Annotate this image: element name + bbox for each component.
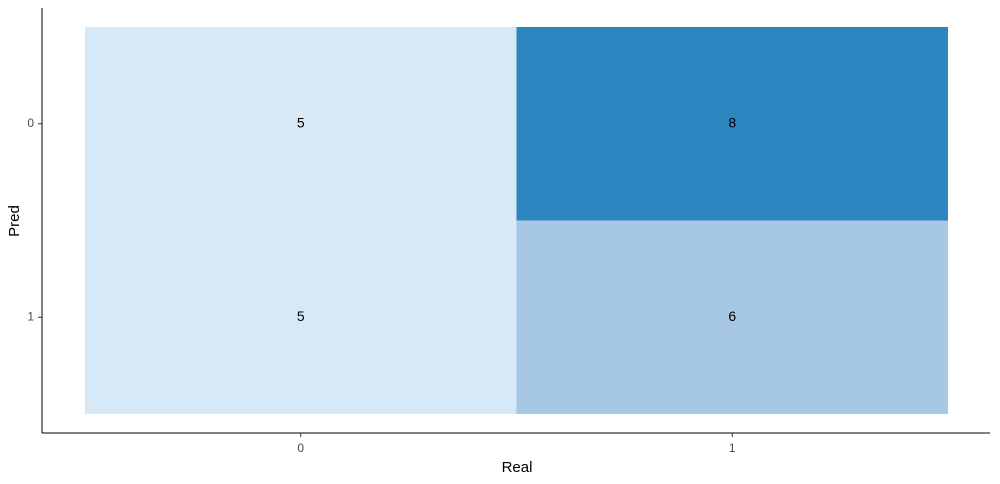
cell-label: 5 [297,114,305,130]
heatmap-cell [516,220,948,414]
y-axis-title: Pred [6,205,23,237]
x-tick-label: 1 [729,441,736,455]
x-axis-title: Real [502,459,533,476]
cell-label: 5 [297,308,305,324]
y-tick-label: 1 [27,309,34,323]
cell-label: 6 [728,308,736,324]
heatmap-cell [85,27,517,221]
x-tick-label: 0 [297,441,304,455]
y-tick-label: 0 [27,116,34,130]
heatmap-cell [85,220,517,414]
cell-label: 8 [728,114,736,130]
heatmap-cell [516,27,948,221]
